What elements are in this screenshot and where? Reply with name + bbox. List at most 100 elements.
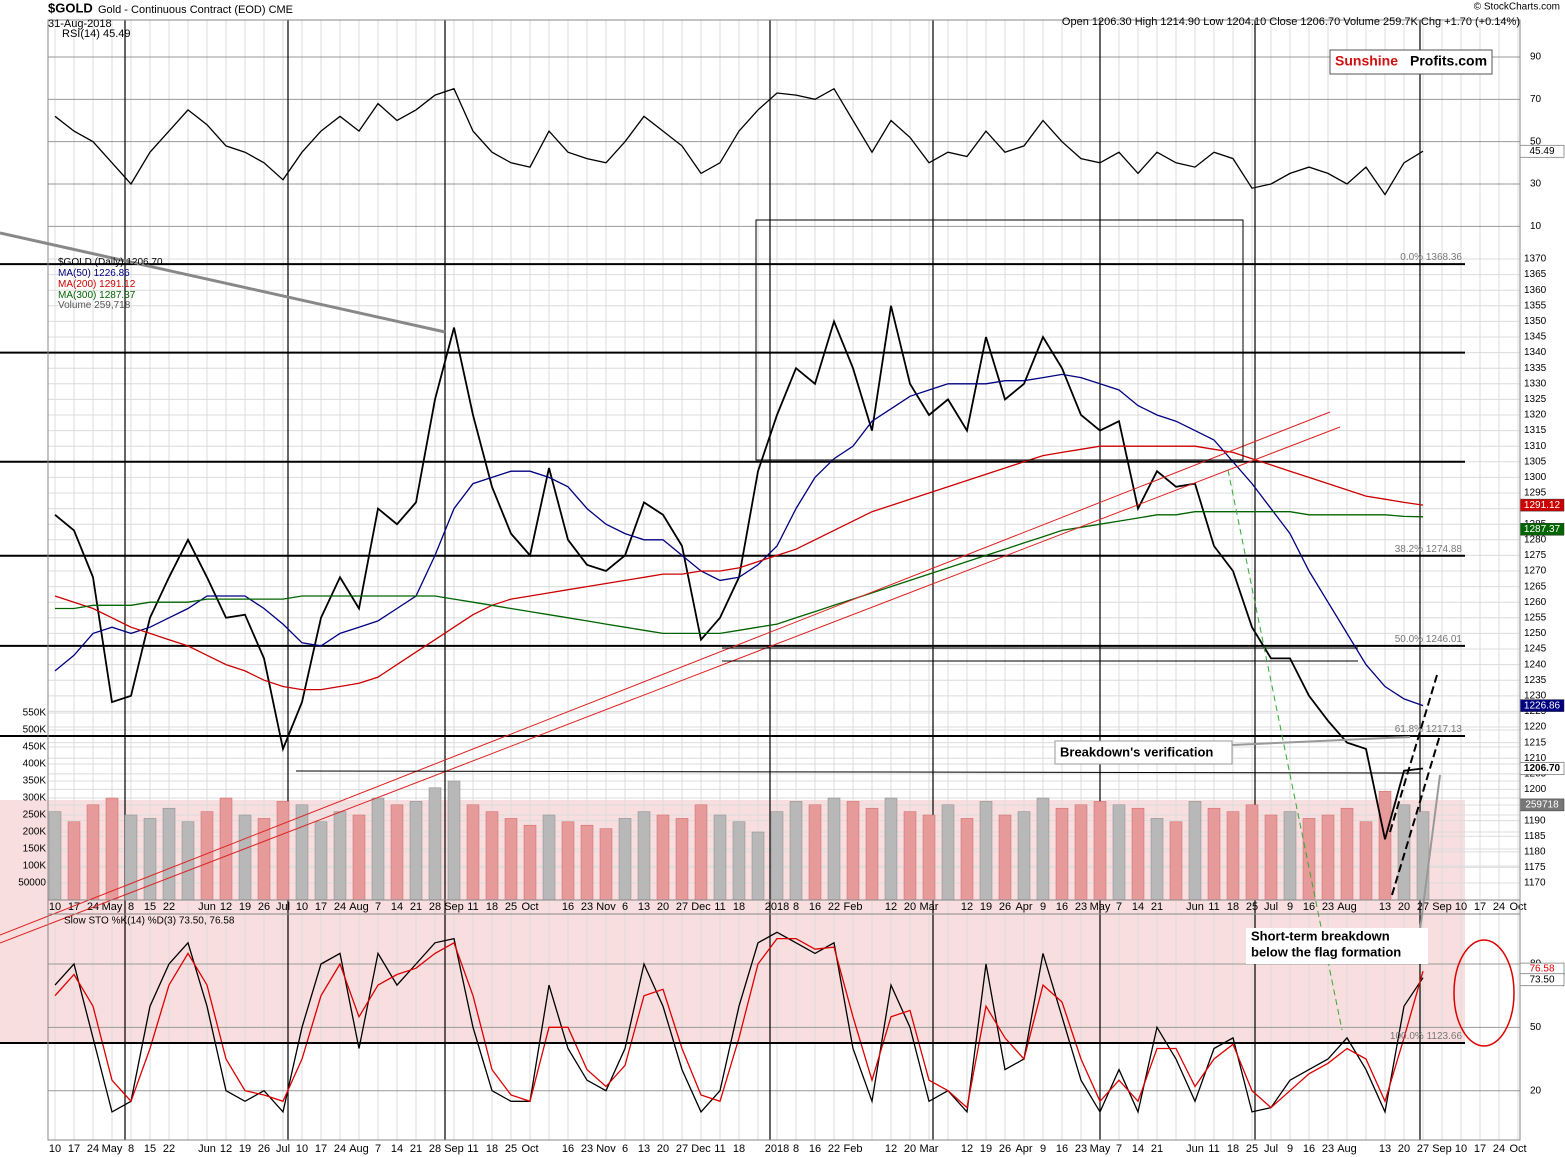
x-tick-label: 25 xyxy=(505,901,517,913)
legend-value: 1291.12 xyxy=(99,279,136,290)
y-tick-label: 250K xyxy=(23,810,47,821)
y-tick-label: 1370 xyxy=(1524,254,1547,265)
legend-entry: MA(300) 1287.37 xyxy=(58,290,136,301)
volume-bar xyxy=(1169,821,1183,901)
x-tick-label: 9 xyxy=(1287,1143,1293,1155)
x-tick-label: 10 xyxy=(49,901,61,913)
y-tick-label: 50 xyxy=(1530,1022,1542,1033)
volume-bar xyxy=(371,797,385,901)
y-tick-label: 1190 xyxy=(1524,815,1546,826)
x-tick-label: 23 xyxy=(581,901,593,913)
x-tick-label: 18 xyxy=(1227,901,1239,913)
x-tick-label: 16 xyxy=(562,1143,574,1155)
x-tick-label: 22 xyxy=(828,1143,840,1155)
x-tick-label: Jul xyxy=(276,901,290,913)
volume-bar xyxy=(846,801,860,901)
x-tick-label: Oct xyxy=(521,1143,538,1155)
x-tick-label: 8 xyxy=(128,901,134,913)
x-tick-label: Apr xyxy=(1015,1143,1032,1155)
volume-bar xyxy=(1359,821,1373,901)
y-tick-label: 1260 xyxy=(1524,597,1547,608)
volume-bar xyxy=(314,821,328,901)
x-tick-label: 26 xyxy=(999,1143,1011,1155)
x-tick-label: 13 xyxy=(1379,901,1391,913)
y-tick-label: 1200 xyxy=(1524,784,1547,795)
x-tick-label: 21 xyxy=(410,1143,422,1155)
x-tick-label: Dec xyxy=(691,901,711,913)
y-tick-label: 450K xyxy=(23,742,47,753)
x-tick-label: 17 xyxy=(68,901,80,913)
y-tick-label: 1365 xyxy=(1524,269,1547,280)
x-tick-label: 8 xyxy=(128,1143,134,1155)
volume-bar xyxy=(504,818,518,901)
volume-bar xyxy=(67,821,81,901)
x-tick-label: Sep xyxy=(444,901,464,913)
y-tick-label: 1295 xyxy=(1524,488,1547,499)
x-tick-label: 19 xyxy=(239,901,251,913)
volume-bar xyxy=(447,780,461,901)
volume-bar xyxy=(86,804,100,901)
y-tick-label: 200K xyxy=(23,827,47,838)
value-box-label: 1291.12 xyxy=(1524,500,1561,511)
credit: © StockCharts.com xyxy=(1474,2,1560,13)
y-tick-label: 1185 xyxy=(1524,831,1546,842)
x-tick-label: Sep xyxy=(1432,901,1452,913)
y-tick-label: 1320 xyxy=(1524,410,1547,421)
volume-bar xyxy=(238,814,252,901)
x-tick-label: 12 xyxy=(961,901,973,913)
x-tick-label: 10 xyxy=(1455,1143,1467,1155)
logo: Profits.com xyxy=(1410,53,1487,69)
y-tick-label: 350K xyxy=(23,776,47,787)
x-tick-label: Jun xyxy=(1186,901,1204,913)
volume-bar xyxy=(333,811,347,901)
x-tick-label: 14 xyxy=(391,1143,403,1155)
x-tick-label: Jul xyxy=(1264,901,1278,913)
x-tick-label: 16 xyxy=(809,1143,821,1155)
x-tick-label: 24 xyxy=(1493,1143,1505,1155)
x-tick-label: 7 xyxy=(1116,1143,1122,1155)
line-series xyxy=(54,937,1424,1109)
volume-bar xyxy=(808,804,822,901)
x-tick-label: 11 xyxy=(714,901,725,913)
volume-bar xyxy=(960,818,974,901)
volume-bar xyxy=(732,821,746,901)
x-tick-label: 6 xyxy=(622,901,628,913)
volume-bar xyxy=(409,801,423,901)
x-tick-label: 17 xyxy=(315,1143,327,1155)
x-tick-label: 16 xyxy=(562,901,574,913)
volume-bar xyxy=(1150,818,1164,901)
volume-bar xyxy=(485,811,499,901)
y-tick-label: 1270 xyxy=(1524,566,1547,577)
x-tick-label: 28 xyxy=(429,901,441,913)
x-tick-label: Oct xyxy=(1509,901,1526,913)
y-tick-label: 1340 xyxy=(1524,347,1547,358)
volume-bar xyxy=(865,807,879,901)
x-tick-label: Oct xyxy=(1509,1143,1526,1155)
legend-label: Volume xyxy=(58,300,92,311)
volume-bar xyxy=(1226,811,1240,901)
volume-bar xyxy=(1188,801,1202,901)
legend-value: 1226.86 xyxy=(94,268,131,279)
x-tick-label: 20 xyxy=(904,1143,916,1155)
volume-bar xyxy=(656,814,670,901)
y-tick-label: 500K xyxy=(23,725,47,736)
y-tick-label: 1345 xyxy=(1524,332,1547,343)
volume-bar xyxy=(1340,807,1354,901)
quote: Open 1206.30 High 1214.90 Low 1204.10 Cl… xyxy=(1062,16,1520,28)
y-tick-label: 1210 xyxy=(1524,753,1547,764)
volume-bar xyxy=(561,821,575,901)
legend-entry: MA(50) 1226.86 xyxy=(58,268,130,279)
trend-line xyxy=(0,426,1341,944)
x-tick-label: 15 xyxy=(144,1143,156,1155)
rsi-title: RSI(14) 45.49 xyxy=(62,28,131,40)
y-tick-label: 100K xyxy=(23,861,47,872)
x-tick-label: 23 xyxy=(1075,901,1087,913)
line-series xyxy=(54,87,1424,196)
rsi-value: 45.49 xyxy=(103,28,131,40)
y-tick-label: 1355 xyxy=(1524,300,1547,311)
volume-bar xyxy=(143,818,157,901)
volume-bar xyxy=(1207,807,1221,901)
x-tick-label: 26 xyxy=(258,1143,270,1155)
x-tick-label: 16 xyxy=(809,901,821,913)
pointer xyxy=(1231,736,1411,746)
